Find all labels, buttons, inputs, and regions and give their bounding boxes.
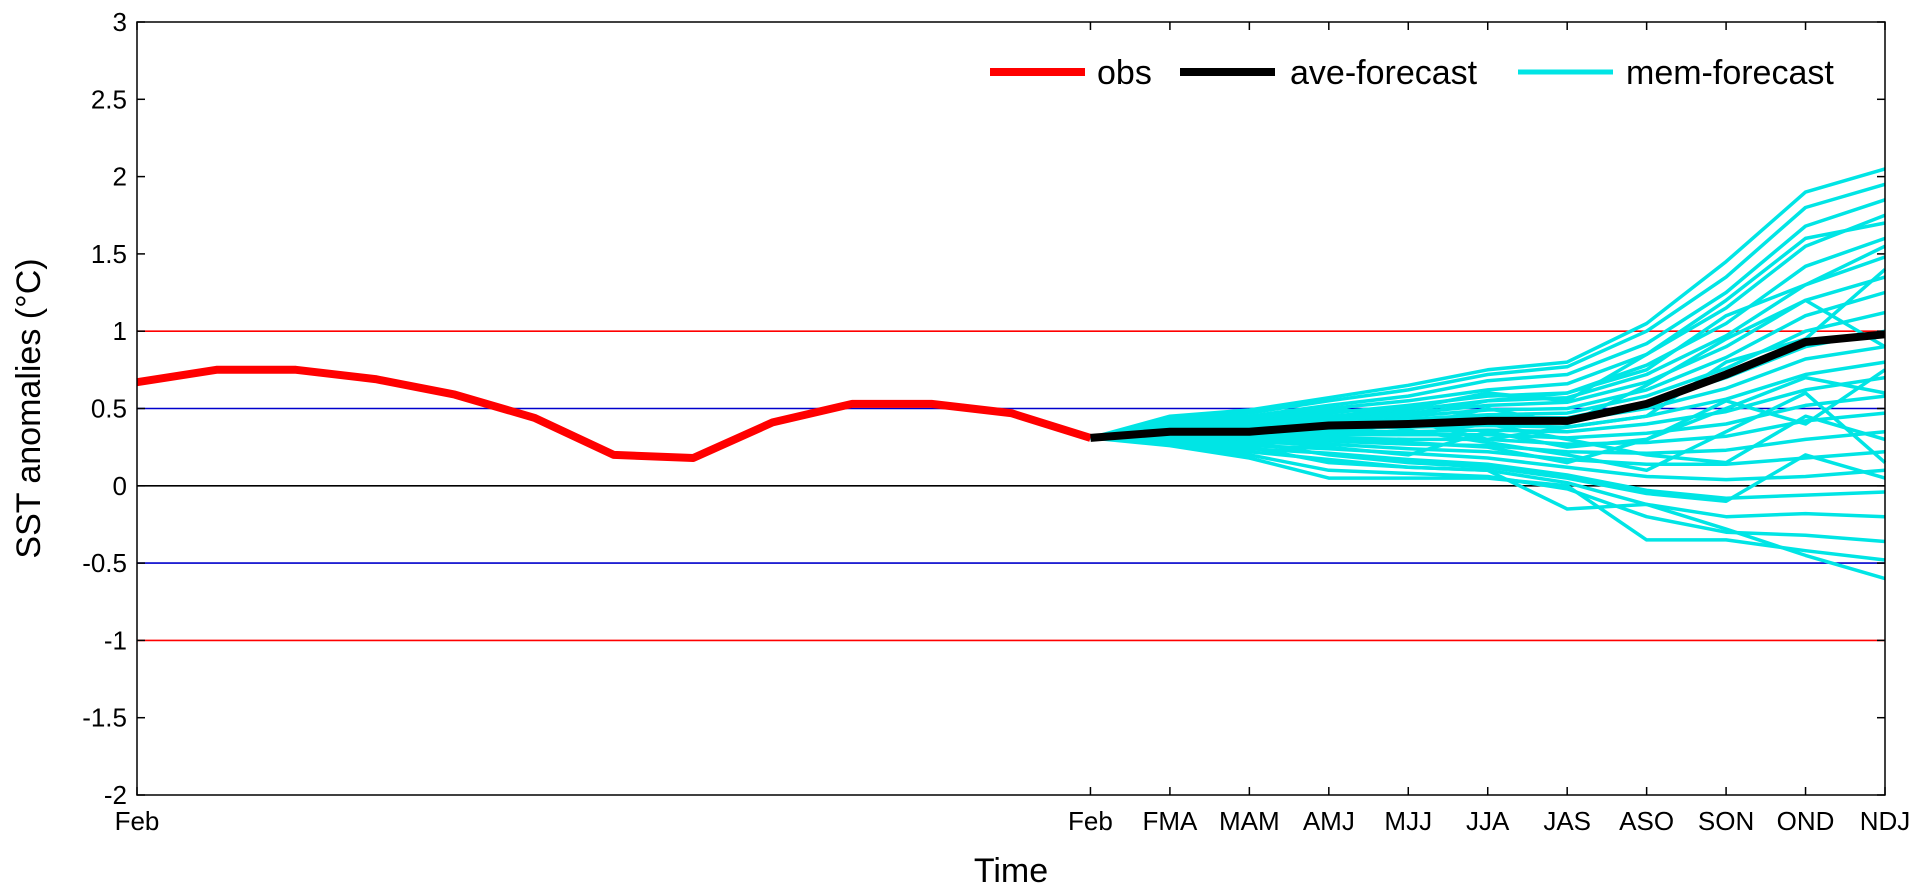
mem-forecast-line — [1090, 167, 1886, 440]
mem-forecast-line — [1090, 436, 1886, 562]
x-axis-title: Time — [974, 852, 1048, 889]
mem-forecast-lines — [1090, 167, 1887, 581]
y-tick-label: -1.5 — [82, 703, 127, 733]
obs-line — [136, 365, 1092, 462]
y-tick-label: 1 — [113, 316, 127, 346]
y-axis: -2 -1.5 -1 -0.5 0 0.5 1 1.5 2 2.5 3 — [82, 7, 1885, 810]
y-tick-label: 2 — [113, 162, 127, 192]
legend-label: mem-forecast — [1626, 54, 1834, 92]
y-tick-label: -1 — [104, 625, 127, 655]
mem-forecast-line — [1090, 436, 1886, 581]
x-tick-label: AMJ — [1303, 806, 1355, 836]
y-tick-label: -0.5 — [82, 548, 127, 578]
legend-label: obs — [1097, 54, 1152, 92]
x-tick-label: Feb — [115, 806, 160, 836]
x-tick-label: JJA — [1466, 806, 1510, 836]
x-tick-label: NDJ — [1860, 806, 1911, 836]
x-tick-label: Feb — [1068, 806, 1113, 836]
y-tick-label: 0.5 — [91, 394, 127, 424]
mem-forecast-line — [1090, 375, 1886, 457]
x-tick-label: FMA — [1142, 806, 1198, 836]
x-tick-label: ASO — [1619, 806, 1674, 836]
legend-label: ave-forecast — [1290, 54, 1478, 92]
mem-forecast-line — [1090, 221, 1886, 440]
x-axis: Feb Feb FMA MAM AMJ MJJ JJA JAS ASO SON OND NDJ — [115, 22, 1911, 836]
y-tick-label: 0 — [113, 471, 127, 501]
x-tick-label: MJJ — [1384, 806, 1432, 836]
y-tick-label: 3 — [113, 7, 127, 37]
main-series-lines — [136, 330, 1886, 462]
x-tick-label: JAS — [1543, 806, 1591, 836]
x-tick-label: SON — [1698, 806, 1754, 836]
mem-forecast-line — [1090, 182, 1886, 440]
x-tick-label: OND — [1777, 806, 1835, 836]
ave-forecast-line — [1090, 330, 1886, 442]
y-axis-title: SST anomalies (°C) — [10, 258, 48, 558]
y-tick-label: 2.5 — [91, 84, 127, 114]
y-tick-label: 1.5 — [91, 239, 127, 269]
y-tick-label: -2 — [104, 780, 127, 810]
mem-forecast-line — [1090, 198, 1886, 440]
legend: obs ave-forecast mem-forecast — [990, 54, 1834, 92]
mem-forecast-line — [1090, 436, 1886, 504]
x-tick-label: MAM — [1219, 806, 1280, 836]
